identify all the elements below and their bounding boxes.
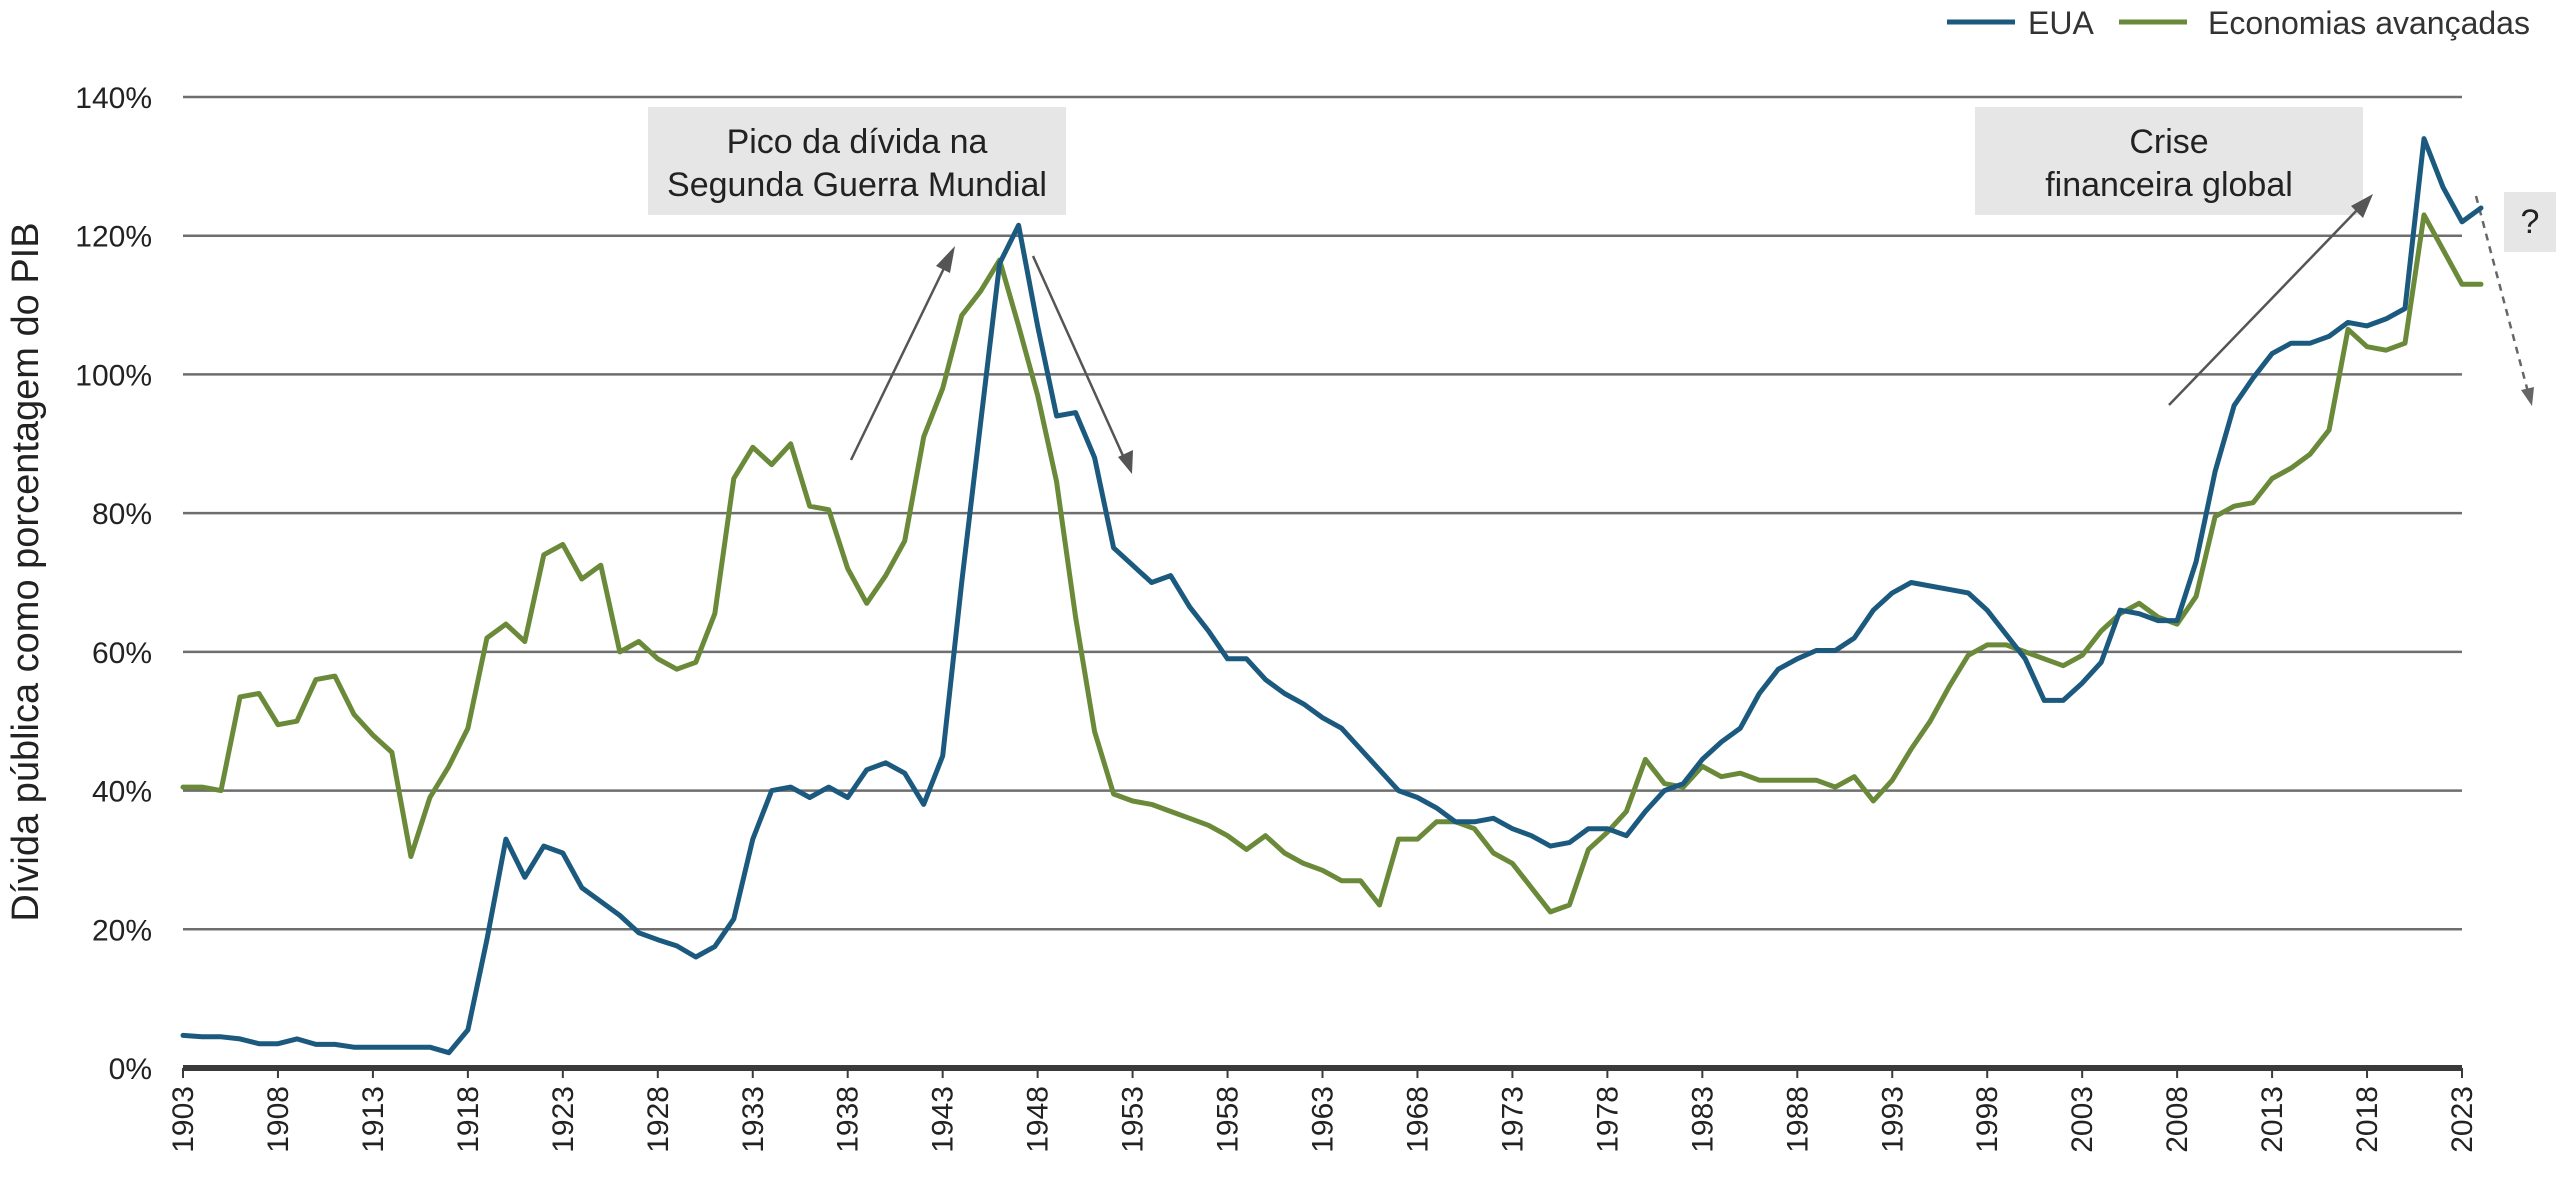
x-tick-label: 1918 (452, 1086, 485, 1153)
x-tick-label: 2023 (2446, 1086, 2479, 1153)
annotation-box-wwii (648, 107, 1066, 215)
x-tick-label: 2013 (2256, 1086, 2289, 1153)
x-tick-label: 1903 (167, 1086, 200, 1153)
x-tick-label: 2008 (2161, 1086, 2194, 1153)
annotations: Pico da dívida na Segunda Guerra Mundial… (648, 107, 2556, 474)
y-tick-label: 60% (92, 637, 152, 670)
x-tick-label: 1968 (1401, 1086, 1434, 1153)
x-tick-label: 1993 (1876, 1086, 1909, 1153)
x-tick-label: 1988 (1781, 1086, 1814, 1153)
y-tick-label: 20% (92, 914, 152, 947)
annotation-gfc-line2: financeira global (2045, 166, 2293, 204)
x-tick-label: 1943 (927, 1086, 960, 1153)
series-line-economias-avancadas (180, 212, 2484, 915)
x-axis-tick-labels: 1903 1908 1913 1918 1923 1928 1933 1938 1943 1948… (167, 1086, 2479, 1153)
y-tick-label: 120% (75, 221, 152, 254)
series-line-eua (180, 136, 2484, 1056)
y-tick-label: 140% (75, 82, 152, 115)
arrow-wwii-up (849, 246, 955, 461)
annotation-wwii-line1: Pico da dívida na (727, 123, 988, 161)
x-tick-label: 1923 (547, 1086, 580, 1153)
y-axis-title: Dívida pública como porcentagem do PIB (5, 222, 47, 921)
x-tick-label: 1953 (1117, 1086, 1150, 1153)
gridlines (183, 95, 2462, 931)
y-tick-label: 80% (92, 498, 152, 531)
x-tick-label: 1958 (1212, 1086, 1245, 1153)
x-tick-label: 1913 (357, 1086, 390, 1153)
x-tick-label: 1908 (262, 1086, 295, 1153)
annotation-question-mark: ? (2521, 203, 2540, 241)
y-axis-tick-labels: 0% 20% 40% 60% 80% 100% 120% 140% (75, 82, 152, 1086)
x-tick-label: 1998 (1971, 1086, 2004, 1153)
x-tick-label: 1973 (1496, 1086, 1529, 1153)
x-tick-label: 2018 (2351, 1086, 2384, 1153)
arrow-projection-dashed (2474, 195, 2534, 406)
annotation-wwii-line2: Segunda Guerra Mundial (667, 166, 1047, 204)
annotation-box-gfc (1975, 107, 2363, 215)
arrow-gfc-up (2168, 194, 2373, 406)
arrow-wwii-down (1031, 255, 1133, 474)
y-tick-label: 0% (109, 1053, 152, 1086)
legend: EUA Economias avançadas (1947, 5, 2530, 41)
legend-label-eua: EUA (2028, 5, 2094, 41)
x-tick-label: 1963 (1307, 1086, 1340, 1153)
x-tick-label: 1933 (737, 1086, 770, 1153)
series-lines (180, 136, 2484, 1056)
x-tick-label: 1948 (1022, 1086, 1055, 1153)
x-tick-label: 2003 (2066, 1086, 2099, 1153)
x-tick-label: 1978 (1591, 1086, 1624, 1153)
y-tick-label: 100% (75, 359, 152, 392)
x-tick-label: 1938 (832, 1086, 865, 1153)
annotation-box-question (2504, 192, 2556, 252)
x-tick-label: 1983 (1686, 1086, 1719, 1153)
legend-label-avancadas: Economias avançadas (2208, 5, 2530, 41)
x-axis (182, 1065, 2463, 1078)
y-tick-label: 40% (92, 776, 152, 809)
annotation-gfc-line1: Crise (2129, 123, 2208, 161)
x-tick-label: 1928 (642, 1086, 675, 1153)
